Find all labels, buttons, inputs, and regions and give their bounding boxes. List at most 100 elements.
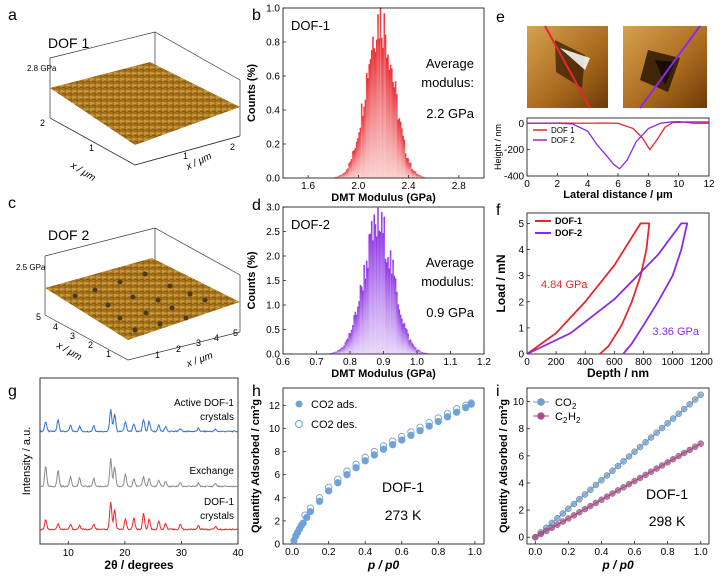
data-point — [543, 527, 550, 535]
histogram-bar — [409, 339, 412, 354]
x-tick-label: 1.0 — [468, 547, 482, 558]
data-point — [565, 505, 572, 512]
x-tick-label: 1.0 — [410, 357, 424, 368]
data-point — [592, 481, 600, 489]
histogram-bar — [379, 7, 382, 179]
data-point — [598, 496, 605, 503]
x-tick-label: 30 — [176, 548, 188, 559]
legend-label-c2h2: C — [555, 411, 563, 423]
histogram-bar — [383, 216, 386, 354]
y-tick-label: 0 — [274, 540, 280, 551]
data-point — [675, 452, 682, 460]
histogram-bar — [353, 315, 355, 354]
histogram-bar — [422, 176, 424, 178]
plot-frame — [39, 377, 239, 545]
histogram-bar — [388, 69, 391, 178]
data-point — [675, 410, 682, 417]
histogram-bar — [359, 127, 362, 178]
data-point — [620, 458, 627, 465]
series-label: DOF-1 — [204, 497, 234, 508]
chart-label: 298 K — [649, 513, 686, 529]
adsorption-point — [325, 487, 333, 495]
histogram-bar — [354, 148, 357, 178]
histogram-bar — [377, 207, 379, 354]
adsorption-point — [315, 497, 324, 505]
histogram-bar — [372, 36, 374, 179]
histogram-bar — [367, 267, 369, 354]
x-tick-label: 6 — [615, 179, 621, 190]
histogram-bar — [408, 163, 411, 178]
histogram-bar — [360, 103, 363, 178]
y-tick-label: 2.5 — [266, 227, 280, 238]
x-tick-label: 1200 — [691, 357, 714, 368]
adsorption-point — [462, 403, 470, 412]
x-tick-label: 600 — [606, 357, 623, 368]
data-point — [647, 434, 655, 441]
histogram-bar — [399, 121, 402, 178]
data-point — [570, 500, 578, 508]
histogram-bar — [358, 132, 360, 178]
histogram-bar — [397, 119, 399, 178]
annotation: modulus: — [421, 75, 474, 90]
y-tick-label: 3.0 — [266, 203, 280, 214]
histogram-bar — [379, 231, 382, 354]
y-tick-label: 0.6 — [266, 72, 280, 83]
series-label: Exchange — [190, 466, 235, 477]
x-tick-label: 2.0 — [351, 181, 365, 192]
panel-c-title: DOF 2 — [48, 227, 89, 243]
histogram-bar — [334, 351, 337, 354]
afm-line-dof2 — [639, 25, 701, 109]
y-tick-label: 5 — [518, 219, 524, 230]
histogram-bar — [393, 87, 396, 178]
histogram-bar — [372, 240, 374, 354]
histogram-bar — [398, 309, 401, 354]
data-point — [697, 391, 704, 398]
legend-label-co2-sub: 2 — [572, 402, 577, 411]
legend-label: DOF 1 — [551, 126, 575, 135]
x-axis-label: p / p0 — [601, 558, 634, 572]
data-point — [625, 453, 633, 460]
annotation: Average — [426, 255, 474, 270]
legend-label-c2h2-sub: 2 — [576, 416, 581, 425]
y-tick-label: 4 — [518, 478, 524, 489]
series-label: DOF-2 — [291, 217, 330, 232]
panel-c-tick: 4 — [214, 333, 219, 343]
x-tick-label: 8 — [646, 179, 652, 190]
afm-line-dof1 — [544, 25, 591, 109]
x-tick-label: 0.2 — [322, 547, 336, 558]
y-tick-label: 4 — [274, 493, 280, 504]
adsorption-point — [388, 440, 397, 449]
histogram-bar — [340, 174, 343, 178]
y-tick-label: 0 — [518, 119, 524, 130]
panel-b-letter: b — [252, 7, 261, 24]
annotation: modulus: — [421, 274, 474, 289]
x-tick-label: 1.2 — [477, 357, 491, 368]
histogram-bar — [368, 234, 370, 354]
histogram-bar — [394, 81, 397, 178]
pxrd-chart: 10 20 30 40 Active DOF-1 crystals Exchange DOF-… — [21, 377, 244, 572]
histogram-bar — [406, 158, 408, 178]
histogram-bar — [409, 162, 412, 178]
load-depth-chart: 0 200 400 600 800 1000 1200 0 1 2 3 4 5 DOF-1 DOF-2 4.8… — [494, 212, 714, 380]
panel-g: g — [8, 383, 17, 400]
histogram-bar — [392, 259, 394, 354]
x-axis-label: Depth / nm — [587, 366, 649, 380]
x-tick-label: 4 — [585, 179, 591, 190]
histogram-bar — [348, 333, 350, 354]
histogram-bar — [352, 151, 354, 178]
histogram-bar — [344, 171, 347, 178]
data-point — [631, 448, 638, 455]
histogram-bar — [421, 176, 423, 178]
histogram-bar — [359, 284, 362, 354]
data-point — [658, 424, 666, 432]
x-axis-label: DMT Modulus (GPa) — [331, 192, 436, 204]
y-tick-label: 12 — [269, 401, 281, 412]
histogram-bar — [412, 170, 414, 178]
y-tick-label: 2 — [518, 297, 524, 308]
histogram-bar — [369, 59, 372, 178]
data-point — [692, 396, 699, 403]
legend-label-c2h2: H — [568, 411, 576, 423]
histogram-bar — [340, 347, 343, 354]
